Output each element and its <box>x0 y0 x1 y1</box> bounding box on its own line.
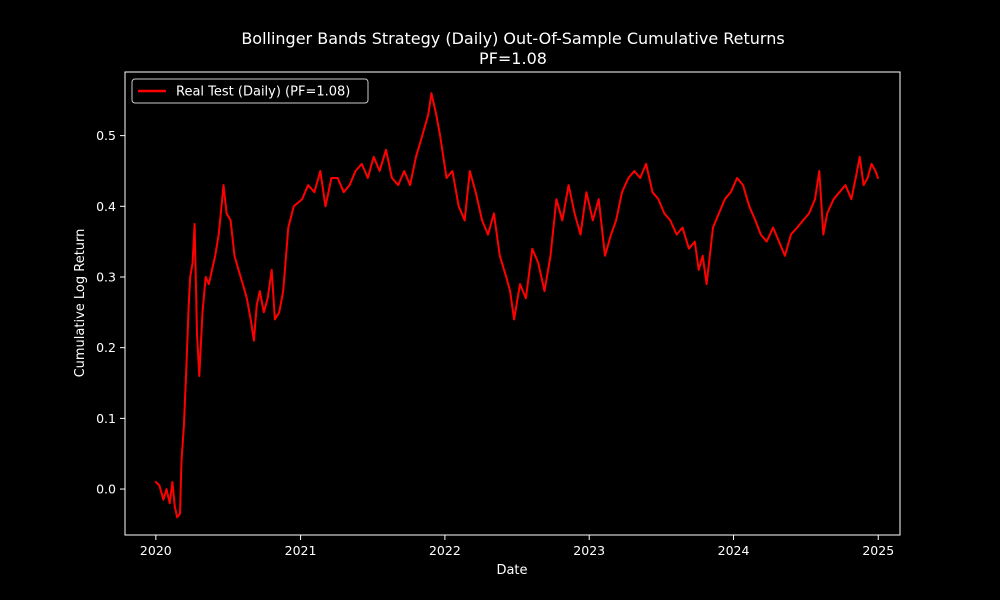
legend: Real Test (Daily) (PF=1.08) <box>131 78 369 104</box>
x-tick-label: 2023 <box>573 543 605 558</box>
chart-title: Bollinger Bands Strategy (Daily) Out-Of-… <box>241 29 784 48</box>
x-tick-label: 2021 <box>285 543 317 558</box>
x-axis: 2020 2021 2022 2023 2024 2025 <box>140 535 894 558</box>
chart-subtitle: PF=1.08 <box>479 49 547 68</box>
legend-entry: Real Test (Daily) (PF=1.08) <box>176 85 350 100</box>
y-tick-label: 0.5 <box>96 128 116 143</box>
y-tick-label: 0.0 <box>96 482 116 497</box>
y-axis-label: Cumulative Log Return <box>73 229 88 378</box>
plot-area <box>154 92 879 519</box>
y-tick-label: 0.2 <box>96 340 116 355</box>
axes-frame <box>124 71 901 536</box>
y-tick-label: 0.3 <box>96 269 116 284</box>
x-tick-label: 2020 <box>140 543 172 558</box>
x-tick-label: 2025 <box>862 543 894 558</box>
y-axis: 0.0 0.1 0.2 0.3 0.4 0.5 <box>96 128 125 497</box>
legend-box <box>131 78 369 104</box>
x-tick-label: 2024 <box>718 543 750 558</box>
x-tick-label: 2022 <box>429 543 461 558</box>
series-line <box>154 92 879 519</box>
y-tick-label: 0.4 <box>96 199 116 214</box>
x-axis-label: Date <box>496 563 527 578</box>
y-tick-label: 0.1 <box>96 411 116 426</box>
